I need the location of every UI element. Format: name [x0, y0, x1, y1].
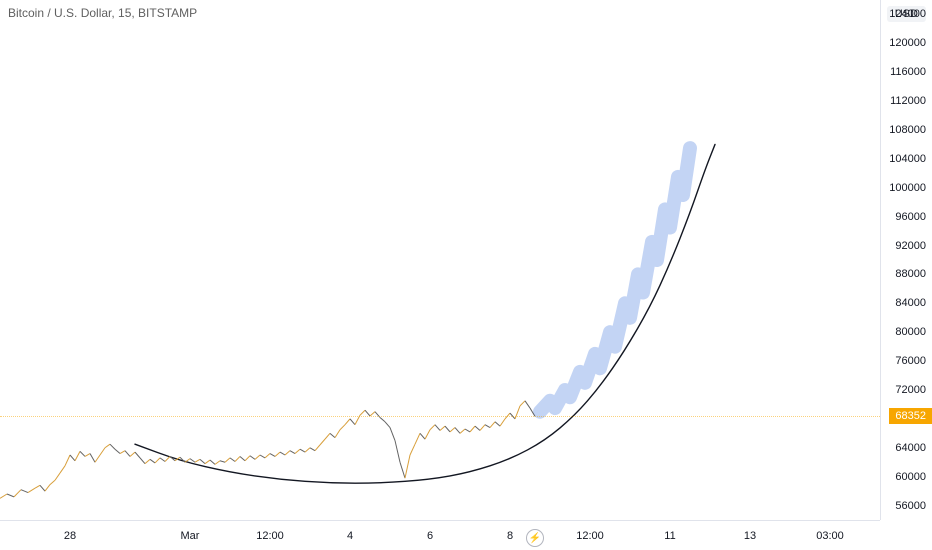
y-tick-label: 100000: [889, 182, 926, 194]
y-tick-label: 60000: [895, 471, 926, 483]
current-price-tag: 68352: [889, 408, 932, 424]
y-tick-label: 76000: [895, 355, 926, 367]
x-tick-label: 03:00: [816, 530, 844, 542]
y-tick-label: 64000: [895, 442, 926, 454]
y-tick-label: 84000: [895, 297, 926, 309]
y-tick-label: 124000: [889, 8, 926, 20]
x-tick-label: 28: [64, 530, 76, 542]
projection-brush: [540, 148, 690, 412]
y-tick-label: 104000: [889, 153, 926, 165]
x-tick-label: 12:00: [256, 530, 284, 542]
y-tick-label: 120000: [889, 37, 926, 49]
x-tick-label: 11: [664, 530, 675, 542]
current-price-line: [0, 416, 880, 417]
x-tick-label: 6: [427, 530, 433, 542]
x-tick-label: 12:00: [576, 530, 604, 542]
x-tick-label: 4: [347, 530, 353, 542]
x-axis: 28 Mar 12:00 4 6 8 12:00 11 13 03:00: [0, 520, 880, 550]
y-tick-label: 112000: [890, 95, 926, 107]
y-tick-label: 88000: [895, 268, 926, 280]
y-tick-label: 56000: [895, 500, 926, 512]
y-tick-label: 80000: [895, 326, 926, 338]
plot-area[interactable]: [0, 0, 880, 520]
y-axis: USD 560006000064000680007200076000800008…: [880, 0, 932, 520]
x-tick-label: 8: [507, 530, 513, 542]
y-tick-label: 72000: [895, 384, 926, 396]
chart-container: Bitcoin / U.S. Dollar, 15, BITSTAMP USD …: [0, 0, 932, 550]
y-tick-label: 92000: [895, 240, 926, 252]
chart-svg: [0, 0, 880, 520]
y-tick-label: 116000: [890, 66, 926, 78]
x-tick-label: Mar: [181, 530, 200, 542]
x-tick-label: 13: [744, 530, 756, 542]
y-tick-label: 96000: [895, 211, 926, 223]
chart-title: Bitcoin / U.S. Dollar, 15, BITSTAMP: [8, 6, 197, 20]
go-to-realtime-icon[interactable]: ⚡: [526, 529, 544, 547]
y-tick-label: 108000: [889, 124, 926, 136]
